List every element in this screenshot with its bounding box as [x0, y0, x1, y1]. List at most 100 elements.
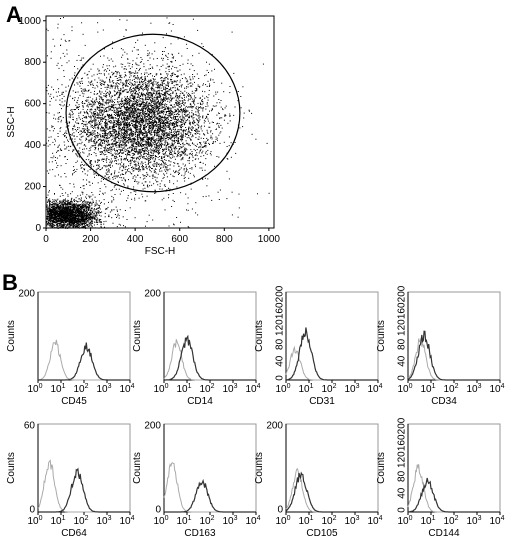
event-dot [118, 123, 120, 125]
event-dot [155, 127, 157, 129]
event-dot [90, 91, 92, 93]
event-dot [148, 139, 150, 140]
event-dot [141, 77, 142, 79]
event-dot [107, 110, 109, 112]
event-dot [138, 90, 140, 92]
event-dot [145, 164, 147, 166]
event-dot [73, 109, 75, 110]
event-dot [127, 102, 129, 104]
event-dot [126, 82, 128, 84]
event-dot [177, 120, 179, 122]
event-dot [169, 66, 170, 68]
event-dot [135, 176, 137, 178]
event-dot [108, 115, 110, 117]
event-dot [137, 77, 139, 79]
event-dot [136, 88, 138, 90]
event-dot [193, 101, 195, 103]
event-dot [163, 120, 165, 122]
event-dot [145, 121, 147, 123]
event-dot [129, 84, 131, 85]
event-dot [165, 129, 167, 131]
event-dot [132, 143, 134, 145]
event-dot [97, 128, 99, 130]
event-dot [190, 79, 192, 81]
event-dot [172, 82, 173, 84]
event-dot [139, 131, 141, 133]
event-dot [145, 135, 147, 137]
event-dot [139, 133, 141, 135]
event-dot [134, 143, 136, 145]
event-dot [171, 148, 172, 150]
event-dot [162, 102, 164, 103]
event-dot [86, 130, 88, 131]
event-dot [148, 155, 150, 157]
event-dot [208, 63, 210, 65]
event-dot [126, 85, 128, 87]
event-dot [121, 141, 123, 143]
event-dot [104, 148, 106, 150]
event-dot [129, 137, 131, 138]
event-dot [137, 139, 138, 141]
event-dot [180, 150, 182, 152]
event-dot [107, 106, 109, 108]
event-dot [154, 159, 156, 161]
event-dot [143, 184, 145, 186]
event-dot [159, 94, 161, 96]
event-dot [183, 129, 185, 131]
event-dot [82, 77, 83, 79]
event-dot [84, 112, 86, 114]
event-dot [58, 118, 60, 120]
event-dot [228, 145, 230, 147]
event-dot [174, 124, 176, 126]
event-dot [150, 104, 152, 106]
event-dot [169, 123, 170, 125]
event-dot [69, 112, 71, 114]
event-dot [201, 125, 203, 127]
event-dot [122, 118, 124, 120]
event-dot [128, 128, 129, 130]
event-dot [104, 102, 106, 104]
event-dot [145, 144, 147, 146]
event-dot [146, 135, 148, 137]
event-dot [124, 179, 126, 181]
event-dot [182, 137, 184, 139]
event-dot [159, 131, 161, 132]
event-dot [134, 75, 136, 77]
event-dot [145, 116, 147, 118]
event-dot [152, 94, 153, 96]
event-dot [59, 148, 61, 150]
event-dot [194, 130, 195, 131]
event-dot [173, 147, 175, 149]
event-dot [164, 98, 166, 100]
event-dot [101, 152, 103, 153]
event-dot [124, 116, 126, 118]
event-dot [180, 138, 182, 140]
event-dot [178, 110, 180, 112]
event-dot [110, 146, 112, 148]
event-dot [173, 137, 175, 139]
event-dot [100, 136, 102, 137]
event-dot [152, 87, 153, 89]
event-dot [159, 85, 161, 87]
event-dot [205, 151, 207, 153]
event-dot [147, 159, 149, 161]
event-dot [134, 142, 136, 144]
event-dot [160, 136, 162, 138]
event-dot [126, 111, 128, 113]
event-dot [130, 92, 132, 94]
event-dot [152, 122, 154, 124]
event-dot [162, 161, 163, 163]
event-dot [115, 155, 117, 157]
event-dot [100, 130, 102, 132]
event-dot [145, 119, 147, 121]
event-dot [127, 141, 129, 143]
event-dot [81, 131, 83, 133]
event-dot [142, 90, 144, 92]
event-dot [155, 117, 157, 119]
event-dot [131, 110, 133, 111]
event-dot [166, 108, 168, 110]
event-dot [125, 83, 127, 85]
event-dot [99, 151, 101, 153]
event-dot [154, 78, 156, 80]
event-dot [115, 115, 116, 116]
